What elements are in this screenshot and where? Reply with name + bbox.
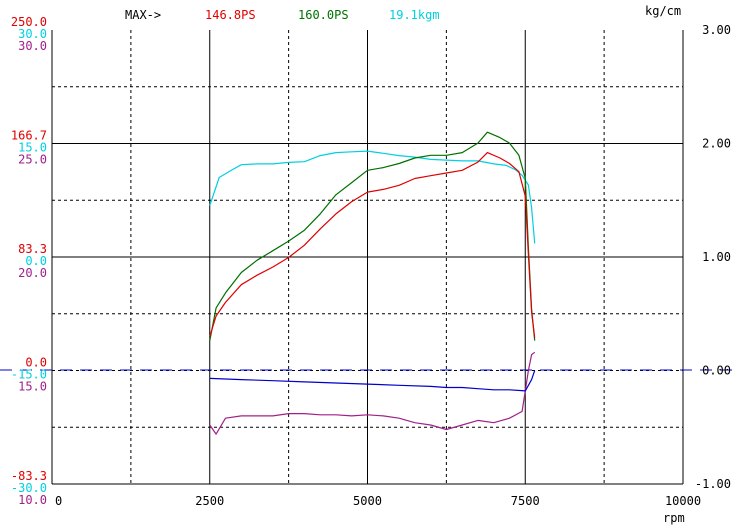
left-axis-tick-label: 250.0 [11,15,47,29]
left-axis-tick-label: 0.0 [25,356,47,370]
right-axis-tick-label: 0.00 [702,364,731,378]
series-line [209,152,536,338]
right-axis-tick-label: 2.00 [702,137,731,151]
series-line [209,351,536,435]
series-line [209,131,536,341]
left-axis-tick-label: -30.0 [11,481,47,495]
x-axis-tick-label: 10000 [665,494,701,508]
left-axis-tick-label: -15.0 [11,368,47,382]
left-axis-tick-label: 15.0 [18,141,47,155]
max-value-cyan: 19.1kgm [389,8,440,22]
right-axis-tick-label: -1.00 [695,477,731,491]
left-axis-tick-label: 83.3 [18,242,47,256]
x-axis-labels: 0 2500 5000 7500 10000 [55,494,701,508]
x-axis-tick-label: 2500 [195,494,224,508]
series-lines [209,131,536,435]
left-axis-tick-label: 10.0 [18,493,47,507]
series-line [209,150,536,244]
right-axis-tick-label: 1.00 [702,250,731,264]
right-axis-labels: 3.00 2.00 1.00 0.00 -1.00 [695,23,731,491]
left-axis-tick-label: -83.3 [11,469,47,483]
left-axis-tick-label: 30.0 [18,39,47,53]
x-axis-tick-label: 5000 [353,494,382,508]
left-axis-tick-label: 30.0 [18,27,47,41]
x-axis-unit: rpm [663,511,685,525]
left-axis-tick-label: 20.0 [18,266,47,280]
left-axis-tick-label: 0.0 [25,254,47,268]
x-axis-tick-label: 7500 [511,494,540,508]
max-label: MAX-> [125,8,161,22]
max-value-red: 146.8PS [205,8,256,22]
right-axis-unit: kg/cm [645,4,681,18]
x-axis-tick-label: 0 [55,494,62,508]
max-value-green: 160.0PS [298,8,349,22]
left-axis-tick-label: 166.7 [11,128,47,142]
series-line [209,370,536,392]
grid [52,30,683,484]
left-axis-tick-label: 15.0 [18,380,47,394]
left-axis-labels: 250.0166.783.30.0-83.330.015.00.0-15.0-3… [11,15,47,507]
right-axis-tick-label: 3.00 [702,23,731,37]
left-axis-tick-label: 25.0 [18,153,47,167]
